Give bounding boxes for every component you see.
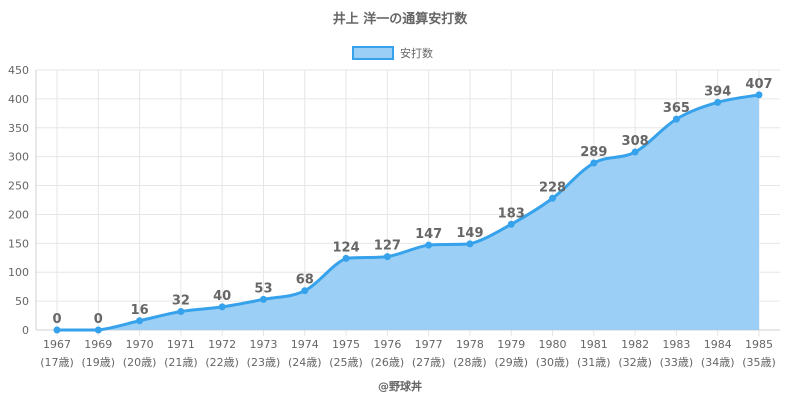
data-label: 40 — [213, 289, 231, 304]
data-label: 394 — [704, 84, 731, 99]
y-tick-label: 150 — [8, 237, 29, 250]
x-tick-age-label: (31歳) — [577, 356, 611, 369]
chart-title: 井上 洋一の通算安打数 — [333, 11, 469, 27]
x-tick-label: 1981 — [580, 338, 608, 351]
data-label: 308 — [622, 134, 649, 149]
x-tick-age-label: (27歳) — [412, 356, 446, 369]
x-tick-label: 1978 — [456, 338, 484, 351]
data-label: 68 — [296, 273, 314, 288]
x-tick-age-label: (23歳) — [247, 356, 281, 369]
data-label: 407 — [745, 77, 772, 92]
data-label: 183 — [498, 206, 525, 221]
x-tick-age-label: (25歳) — [329, 356, 363, 369]
x-tick-label: 1967 — [43, 338, 71, 351]
data-label: 149 — [456, 226, 483, 241]
x-tick-label: 1985 — [745, 338, 773, 351]
data-point — [714, 98, 722, 106]
x-tick-age-label: (22歳) — [205, 356, 239, 369]
series-area — [57, 93, 760, 332]
data-point — [301, 287, 309, 295]
x-tick-label: 1972 — [208, 338, 236, 351]
x-tick-label: 1974 — [291, 338, 319, 351]
x-tick-age-label: (17歳) — [40, 356, 74, 369]
y-axis-ticks: 0 50 100 150 200 250 300 350 400 450 — [8, 64, 29, 337]
data-point — [672, 115, 680, 123]
data-point — [94, 326, 102, 334]
x-tick-label: 1969 — [84, 338, 112, 351]
footer-credit: @野球丼 — [378, 379, 422, 393]
y-tick-label: 0 — [22, 324, 29, 337]
data-label: 53 — [254, 281, 272, 296]
data-label: 289 — [580, 145, 607, 160]
data-label: 0 — [94, 312, 103, 327]
data-point — [590, 159, 598, 167]
x-tick-label: 1979 — [497, 338, 525, 351]
data-label: 32 — [172, 294, 190, 309]
legend[interactable]: 安打数 — [352, 46, 433, 60]
data-point — [755, 91, 763, 99]
y-tick-label: 400 — [8, 93, 29, 106]
x-tick-label: 1984 — [704, 338, 732, 351]
data-point — [425, 241, 433, 249]
y-tick-label: 200 — [8, 208, 29, 221]
x-tick-age-label: (19歳) — [81, 356, 115, 369]
y-tick-label: 300 — [8, 151, 29, 164]
x-tick-age-label: (30歳) — [536, 356, 570, 369]
data-labels: 0 0 16 32 40 53 68 124 127 147 149 183 228 289 308 365 3… — [52, 77, 772, 327]
y-tick-label: 250 — [8, 180, 29, 193]
x-tick-age-label: (24歳) — [288, 356, 322, 369]
x-tick-age-label: (28歳) — [453, 356, 487, 369]
data-label: 147 — [415, 227, 442, 242]
x-tick-label: 1971 — [167, 338, 195, 351]
data-point — [383, 253, 391, 261]
data-point — [218, 303, 226, 311]
legend-label: 安打数 — [400, 46, 433, 60]
x-tick-age-label: (34歳) — [701, 356, 735, 369]
x-tick-age-label: (26歳) — [371, 356, 405, 369]
y-tick-label: 50 — [15, 295, 29, 308]
x-tick-label: 1976 — [373, 338, 401, 351]
data-point — [507, 220, 515, 228]
data-label: 365 — [663, 101, 690, 116]
x-tick-age-label: (20歳) — [123, 356, 157, 369]
y-tick-label: 450 — [8, 64, 29, 77]
legend-swatch — [352, 46, 394, 60]
x-tick-age-label: (32歳) — [618, 356, 652, 369]
data-point — [259, 295, 267, 303]
data-label: 228 — [539, 180, 566, 195]
x-axis-ticks: 1967 (17歳) 1969 (19歳) 1970 (20歳) 1971 (21歳) 1972… — [40, 338, 776, 369]
data-label: 0 — [52, 312, 61, 327]
x-tick-age-label: (33歳) — [660, 356, 694, 369]
data-point — [177, 308, 185, 316]
y-tick-label: 350 — [8, 122, 29, 135]
x-tick-label: 1973 — [249, 338, 277, 351]
x-tick-label: 1983 — [662, 338, 690, 351]
x-tick-label: 1977 — [415, 338, 443, 351]
data-label: 16 — [131, 303, 149, 318]
y-tick-label: 100 — [8, 266, 29, 279]
data-label: 124 — [332, 240, 359, 255]
data-label: 127 — [374, 239, 401, 254]
x-tick-label: 1980 — [539, 338, 567, 351]
data-point — [342, 254, 350, 262]
data-point — [631, 148, 639, 156]
x-tick-label: 1982 — [621, 338, 649, 351]
series-line — [57, 93, 760, 332]
area-fill — [57, 94, 759, 330]
data-point — [136, 317, 144, 325]
x-tick-age-label: (21歳) — [164, 356, 198, 369]
data-points — [53, 91, 763, 334]
x-tick-label: 1975 — [332, 338, 360, 351]
data-point — [549, 194, 557, 202]
x-tick-age-label: (29歳) — [494, 356, 528, 369]
data-point — [53, 326, 61, 334]
x-tick-age-label: (35歳) — [742, 356, 776, 369]
data-point — [466, 240, 474, 248]
x-tick-label: 1970 — [126, 338, 154, 351]
